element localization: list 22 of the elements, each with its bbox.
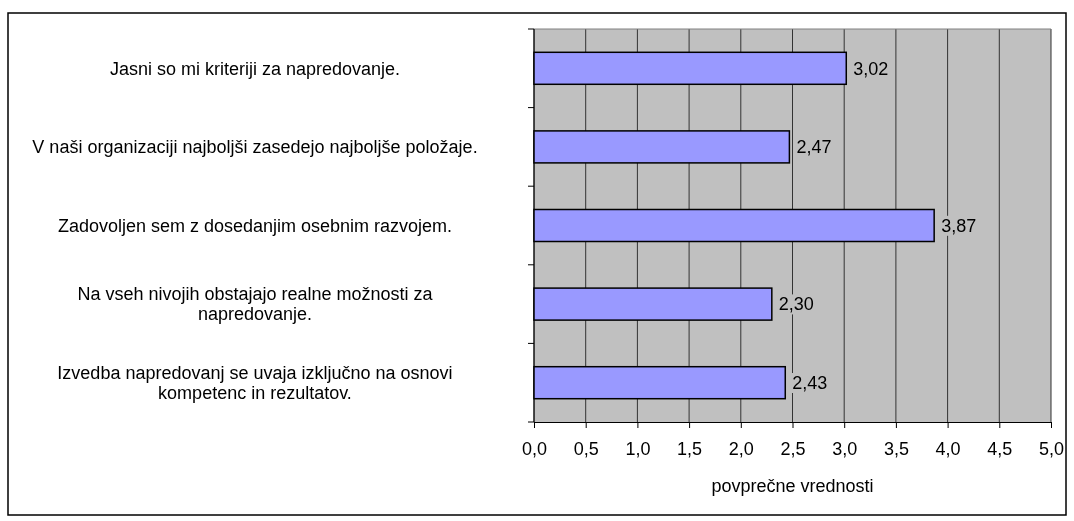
y-tick-label: Izvedba napredovanj se uvaja izključno na osnovi kompetenc in rezultatov. (57, 363, 453, 403)
x-tick-label: 3,5 (883, 438, 909, 459)
y-tick-label: Na vseh nivojih obstajajo realne možnosti za napredovanje. (77, 284, 434, 325)
data-label: 2,47 (796, 137, 832, 158)
x-tick-label: 4,5 (987, 438, 1013, 459)
data-label: 2,43 (792, 373, 828, 393)
x-tick-label: 1,5 (677, 438, 703, 459)
data-label: 3,87 (941, 215, 977, 236)
x-tick-label: 4,0 (935, 438, 961, 459)
x-axis-title: povprečne vrednosti (711, 476, 874, 496)
x-tick-label: 0,5 (573, 438, 599, 459)
x-tick-label: 5,0 (1038, 438, 1065, 459)
y-tick-label: V naši organizaciji najboljši zasedejo najboljše položaje. (32, 137, 478, 158)
x-tick-label: 0,0 (521, 438, 548, 459)
x-tick-label: 3,0 (832, 438, 858, 459)
data-label: 2,30 (778, 294, 814, 315)
x-tick-label: 2,0 (728, 438, 754, 459)
y-tick-label: Jasni so mi kriteriji za napredovanje. (109, 58, 401, 79)
y-tick-label: Zadovoljen sem z dosedanjim osebnim razvojem. (57, 215, 453, 236)
x-tick-label: 2,5 (780, 438, 806, 459)
x-tick-label: 1,0 (625, 438, 651, 459)
data-label: 3,02 (853, 58, 889, 79)
